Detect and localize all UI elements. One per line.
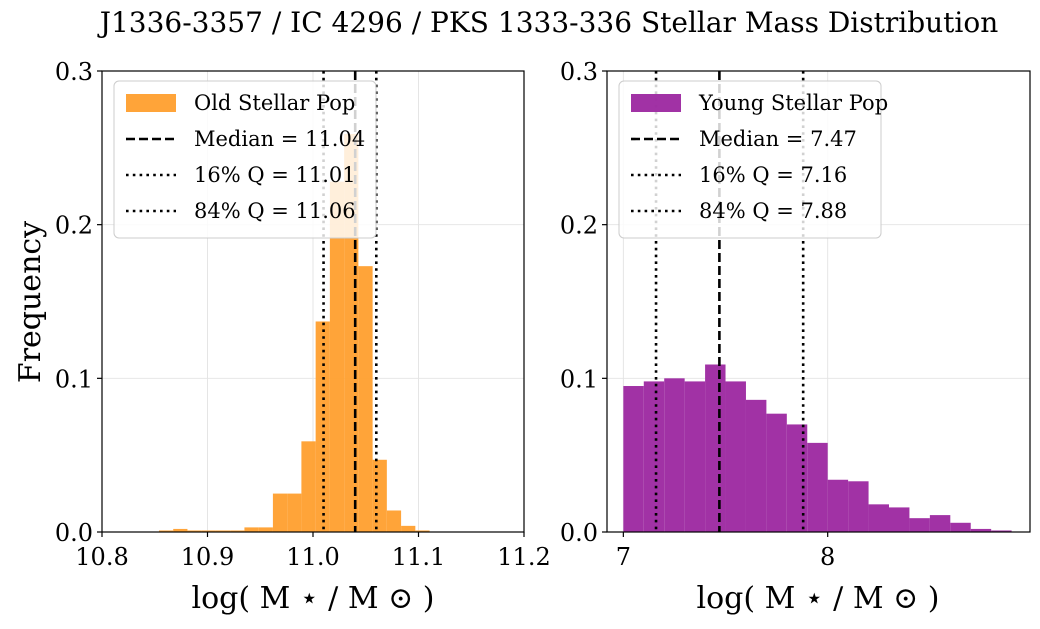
histogram-bar: [970, 528, 992, 532]
x-tick-label: 10.9: [181, 543, 234, 571]
histogram-bar: [415, 530, 430, 532]
ticks: 10.8 10.9 11.0 11.1 11.2 0.0 0.1 0.2 0.3: [55, 58, 551, 571]
histogram-bar: [158, 530, 174, 532]
histogram-bar: [745, 399, 767, 532]
histogram-bar: [173, 528, 188, 532]
legend-box: [113, 80, 377, 239]
histogram-bar: [725, 381, 746, 532]
legend-box: [618, 80, 882, 239]
x-tick-label: 10.8: [75, 543, 128, 571]
histogram-bar: [244, 527, 259, 532]
legend: Young Stellar Pop Median = 7.47 16% Q = 7.…: [618, 80, 888, 239]
histogram-bar: [684, 381, 706, 532]
y-tick-label: 0.0: [560, 519, 598, 547]
histogram-bar: [386, 510, 402, 532]
histogram-bar: [287, 493, 302, 532]
histogram-bar: [187, 530, 202, 532]
legend-label: Median = 11.04: [194, 127, 365, 151]
y-tick-label: 0.0: [55, 519, 93, 547]
histogram-bar: [766, 413, 787, 532]
histogram-bar: [929, 515, 951, 532]
histogram-bar: [786, 424, 808, 532]
legend-swatch: [631, 94, 681, 112]
legend-label: Young Stellar Pop: [698, 91, 888, 115]
histogram-bar: [258, 527, 273, 532]
x-tick-label: 11.1: [392, 543, 445, 571]
histogram-bar: [664, 378, 685, 532]
legend-label: 84% Q = 11.06: [194, 199, 356, 223]
legend-label: 84% Q = 7.88: [699, 199, 847, 223]
histogram-bar: [889, 507, 910, 532]
ticks: 7 8 0.0 0.1 0.2 0.3: [560, 58, 836, 571]
legend-label: 16% Q = 7.16: [699, 163, 847, 187]
legend-label: 16% Q = 11.01: [194, 163, 356, 187]
histogram-bar: [372, 459, 387, 532]
y-tick-label: 0.3: [55, 58, 93, 86]
y-tick-label: 0.2: [560, 212, 598, 240]
histogram-bar: [991, 530, 1012, 532]
y-tick-label: 0.2: [55, 212, 93, 240]
axes-frame: [606, 70, 1031, 533]
histogram-bar: [401, 525, 416, 532]
figure-title: J1336-3357 / IC 4296 / PKS 1333-336 Stel…: [97, 6, 999, 39]
histogram-bar: [643, 381, 665, 532]
x-tick-label: 7: [616, 543, 631, 571]
histogram-bar: [868, 504, 889, 532]
histogram-bar: [329, 181, 345, 532]
x-axis-label: log( M ⋆ / M ⊙ ): [192, 581, 435, 616]
x-axis-label: log( M ⋆ / M ⊙ ): [697, 581, 940, 616]
histogram-bar: [623, 386, 644, 532]
histogram-bar: [827, 479, 849, 532]
histogram-bar: [807, 442, 828, 532]
histogram-bar: [950, 522, 971, 532]
legend-swatch: [126, 94, 176, 112]
histogram-bar: [215, 530, 231, 532]
legend-label: Median = 7.47: [699, 127, 857, 151]
x-tick-label: 11.2: [497, 543, 550, 571]
panel-young-stellar-pop: log( M ⋆ / M ⊙ ) 7 8 0.0 0.1 0.2 0.3 Young Ste…: [560, 58, 1031, 616]
legend-label: Old Stellar Pop: [194, 91, 355, 115]
x-tick-label: 11.0: [286, 543, 339, 571]
histogram-bars: [623, 364, 1012, 532]
panel-old-stellar-pop: Frequency log( M ⋆ / M ⊙ ) 10.8 10.9 11.0 1…: [13, 58, 551, 616]
y-axis-label: Frequency: [13, 221, 48, 383]
histogram-bar: [358, 266, 373, 532]
y-tick-label: 0.1: [55, 365, 93, 393]
histogram-bar: [230, 530, 245, 532]
y-tick-label: 0.3: [560, 58, 598, 86]
histogram-bar: [909, 518, 930, 532]
histogram-bar: [272, 493, 288, 532]
legend: Old Stellar Pop Median = 11.04 16% Q = 11.…: [113, 80, 377, 239]
histogram-bar: [848, 481, 869, 532]
x-tick-label: 8: [820, 543, 835, 571]
histogram-bar: [301, 441, 316, 532]
histogram-bar: [201, 530, 216, 532]
histogram-bar: [705, 364, 726, 532]
y-tick-label: 0.1: [560, 365, 598, 393]
